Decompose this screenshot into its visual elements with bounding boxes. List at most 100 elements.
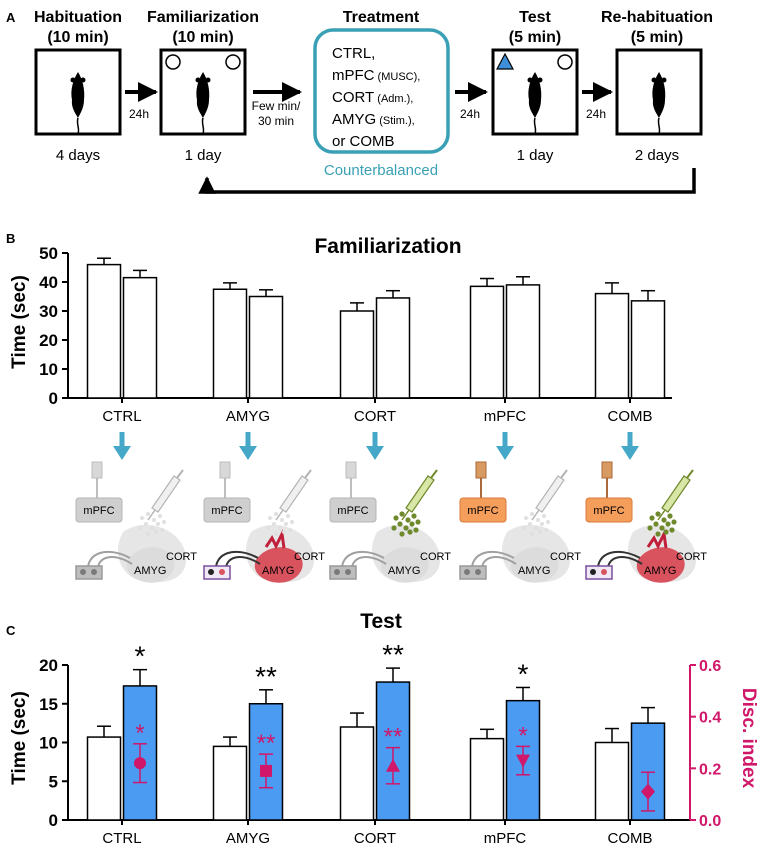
x-tick-label: mPFC: [484, 830, 527, 847]
syringe-plunger: [304, 469, 312, 479]
cort-particle: [146, 512, 150, 516]
cort-particle: [272, 522, 276, 526]
disc-significance-star: *: [518, 722, 527, 749]
cort-particle: [655, 511, 661, 517]
amygdala-region: [254, 547, 303, 583]
cort-particle: [286, 514, 290, 518]
cort-particle: [542, 514, 546, 518]
syringe-needle: [657, 509, 666, 521]
cort-particle: [411, 513, 417, 519]
cort-particle: [653, 521, 659, 527]
treatment-line: mPFC (MUSC),: [332, 67, 420, 84]
cort-label: CORT: [420, 551, 451, 563]
amygdala-region: [636, 547, 685, 583]
down-arrow-icon: [113, 432, 131, 460]
mouse-icon: [70, 72, 86, 135]
electrode-icon: [475, 569, 481, 575]
cort-particle: [290, 520, 294, 524]
electrode-icon: [590, 569, 596, 575]
cort-particle: [405, 517, 411, 523]
cort-particle: [154, 530, 158, 534]
bar: [630, 300, 666, 399]
y2-tick-label: 0.4: [699, 710, 721, 727]
x-tick-label: mPFC: [484, 408, 527, 425]
disc-significance-star: **: [384, 724, 403, 751]
cort-particle: [160, 528, 164, 532]
x-tick-label: COMB: [608, 408, 653, 425]
y2-tick-label: 0.2: [699, 761, 721, 778]
familiarization-chart-title: Familiarization: [314, 235, 461, 258]
cort-label: CORT: [550, 551, 581, 563]
y-tick-label: 20: [39, 656, 58, 675]
cort-particle: [393, 515, 399, 521]
mpfc-label: mPFC: [337, 505, 368, 517]
syringe-plunger: [560, 469, 568, 479]
y-tick-label: 0: [49, 811, 58, 830]
y-tick-label: 30: [39, 302, 58, 321]
cort-label: CORT: [676, 551, 707, 563]
cort-particle: [540, 522, 544, 526]
cannula-icon: [219, 461, 231, 479]
treatment-diagrams: AMYGmPFCCORTAMYGmPFCCORTAMYGmPFCCORTAMYG…: [75, 461, 707, 583]
syringe-icon: [279, 475, 309, 513]
cannula-icon: [601, 461, 613, 479]
cort-particle: [274, 512, 278, 516]
x-tick-label: AMYG: [226, 408, 270, 425]
mouse-icon: [651, 72, 667, 135]
stage-duration-familiarization: (10 min): [172, 29, 233, 46]
panel-b: B Familiarization Time (sec) 0 10 20 30 40 50…: [6, 231, 707, 583]
amygdala-region: [510, 547, 559, 583]
syringe-icon: [535, 475, 565, 513]
treatment-diagram: AMYG mPFC CORT: [585, 461, 707, 583]
amyg-label: AMYG: [388, 565, 420, 577]
cort-particle: [536, 518, 540, 522]
disc-marker: [641, 783, 655, 800]
syringe-needle: [401, 509, 410, 521]
disc-marker: [134, 757, 146, 770]
electrode-icon: [91, 569, 97, 575]
cort-particle: [278, 526, 282, 530]
diagram-arrows: [113, 432, 639, 460]
cort-particle: [544, 528, 548, 532]
stage-title-familiarization: Familiarization: [147, 9, 259, 26]
bar-familiar: [86, 736, 122, 821]
cort-particle: [280, 518, 284, 522]
cort-particle: [399, 511, 405, 517]
panel-c: C Test Time (sec) Disc. index 0 5 10 15 20 0.…: [6, 610, 759, 847]
cort-particle: [649, 515, 655, 521]
stimulation-icon: [264, 529, 286, 550]
cort-particle: [152, 518, 156, 522]
test-y-label: Time (sec): [9, 691, 30, 785]
stage-duration-habituation: (10 min): [47, 29, 108, 46]
cort-particle: [282, 530, 286, 534]
disc-marker: [260, 764, 272, 777]
mouse-icon: [527, 72, 543, 135]
cort-particle: [150, 526, 154, 530]
bar: [505, 284, 541, 399]
bar-familiar: [212, 745, 248, 821]
cort-particle: [647, 525, 653, 531]
x-tick-label: AMYG: [226, 830, 270, 847]
cort-particle: [146, 532, 150, 536]
amyg-label: AMYG: [644, 565, 676, 577]
significance-star: *: [518, 658, 529, 689]
treatment-line: or COMB: [332, 133, 395, 150]
y-tick-label: 50: [39, 244, 58, 263]
object-circle-icon: [165, 54, 181, 70]
significance-star: *: [135, 641, 146, 672]
mpfc-label: mPFC: [211, 505, 242, 517]
bar: [248, 295, 284, 399]
syringe-icon: [151, 475, 181, 513]
electrode-box: [203, 565, 231, 580]
mouse-icon: [195, 72, 211, 135]
object-circle-icon: [557, 54, 573, 70]
test-y2-label: Disc. index: [738, 688, 759, 789]
y-tick-label: 5: [49, 772, 58, 791]
disc-marker: [516, 754, 530, 768]
stage-title-rehabituation: Re-habituation: [601, 9, 713, 26]
syringe-needle: [275, 509, 284, 521]
cort-particle: [655, 531, 661, 537]
mpfc-label: mPFC: [593, 505, 624, 517]
cort-label: CORT: [166, 551, 197, 563]
electrode-icon: [219, 569, 225, 575]
